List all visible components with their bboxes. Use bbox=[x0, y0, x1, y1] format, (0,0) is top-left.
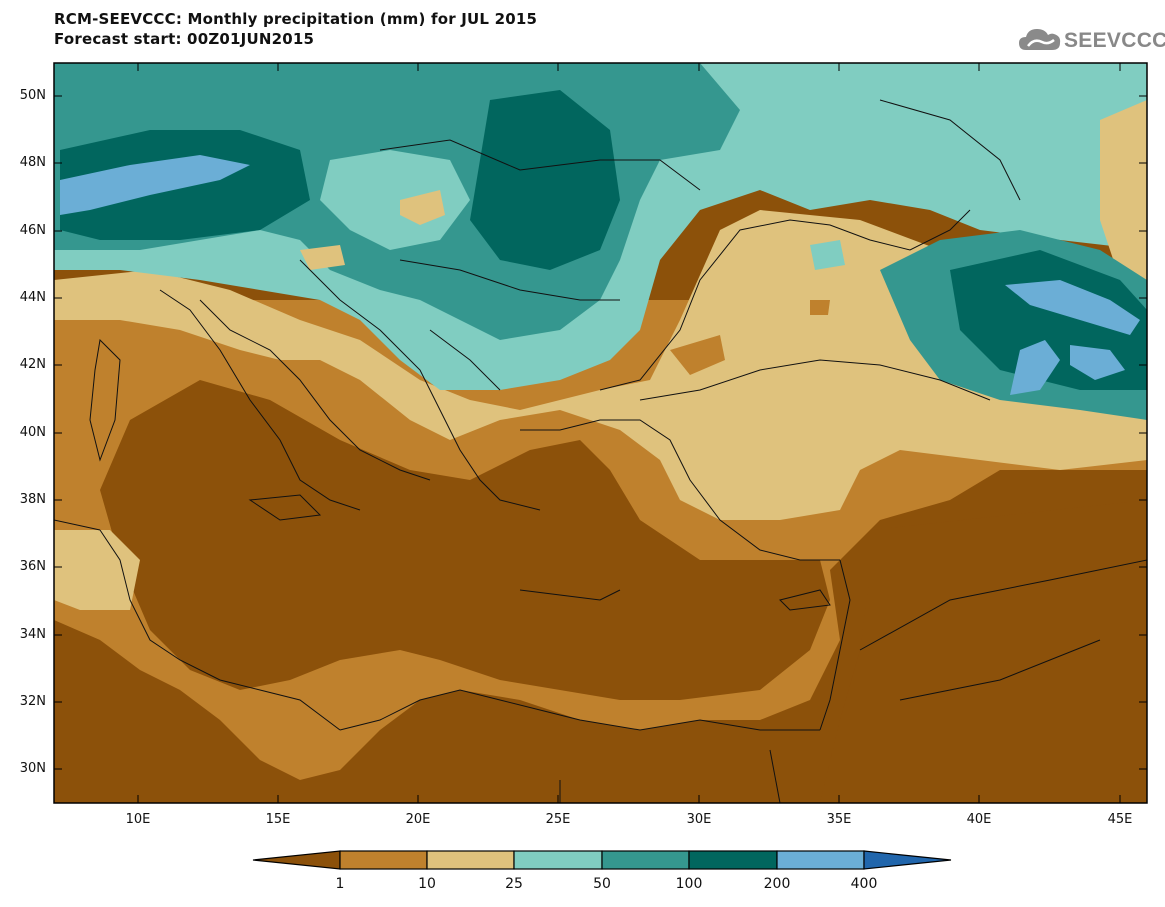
lat-label: 32N bbox=[19, 694, 46, 709]
coastlines-borders bbox=[54, 99, 1147, 803]
colorbar-label: 50 bbox=[593, 876, 611, 892]
lon-label: 30E bbox=[686, 812, 712, 827]
lat-label: 34N bbox=[19, 627, 46, 642]
field-400-caucasus-b bbox=[1010, 340, 1060, 395]
colorbar-segment-1-10 bbox=[339, 850, 428, 870]
field-pannonia bbox=[320, 150, 470, 250]
colorbar-label: 200 bbox=[763, 876, 791, 892]
lon-label: 35E bbox=[826, 812, 852, 827]
field-small-tan bbox=[300, 245, 345, 270]
field-tunisia-tan bbox=[54, 530, 140, 610]
field-small-brown bbox=[810, 300, 830, 315]
colorbar-segment-100-200 bbox=[688, 850, 778, 870]
lon-label: 40E bbox=[966, 812, 992, 827]
colorbar bbox=[252, 850, 952, 870]
field-400-alps bbox=[60, 155, 250, 215]
lon-label: 25E bbox=[545, 812, 571, 827]
italy-coast-west bbox=[159, 289, 361, 511]
lat-label: 50N bbox=[19, 88, 46, 103]
colorbar-label: 25 bbox=[505, 876, 523, 892]
colorbar-segment-200-400 bbox=[776, 850, 865, 870]
lat-label: 30N bbox=[19, 761, 46, 776]
cloud-icon bbox=[1019, 29, 1061, 50]
border-b bbox=[399, 259, 620, 301]
colorbar-segment-10-25 bbox=[426, 850, 515, 870]
map-title: RCM-SEEVCCC: Monthly precipitation (mm) … bbox=[54, 10, 538, 28]
black-sea-south bbox=[639, 359, 991, 401]
lat-label: 42N bbox=[19, 357, 46, 372]
field-med-core bbox=[100, 380, 830, 700]
lat-label: 36N bbox=[19, 559, 46, 574]
forecast-start-label: Forecast start: 00Z01JUN2015 bbox=[54, 30, 315, 48]
lon-label: 45E bbox=[1107, 812, 1133, 827]
field-ne-tan bbox=[1100, 100, 1147, 300]
sicily bbox=[248, 494, 322, 521]
border-a bbox=[379, 139, 701, 191]
border-f bbox=[879, 99, 1021, 201]
colorbar-label: 1 bbox=[335, 876, 345, 892]
field-crimea-teal bbox=[810, 240, 845, 270]
colorbar-segment-lt1 bbox=[252, 850, 341, 870]
lon-label: 10E bbox=[125, 812, 151, 827]
lon-label: 20E bbox=[405, 812, 431, 827]
colorbar-label: 100 bbox=[675, 876, 703, 892]
tunisia-libya-coast bbox=[99, 529, 341, 731]
colorbar-segment-25-50 bbox=[513, 850, 603, 870]
adriatic-balkan-coast bbox=[299, 259, 541, 511]
logo-text: SEEVCCC bbox=[1064, 29, 1165, 52]
cyprus bbox=[779, 589, 831, 611]
field-blacksea-patch bbox=[670, 335, 725, 375]
seevccc-logo: SEEVCCC bbox=[1018, 26, 1165, 54]
lat-label: 48N bbox=[19, 155, 46, 170]
lat-label: 38N bbox=[19, 492, 46, 507]
border-d bbox=[899, 639, 1101, 701]
lon-ticks bbox=[137, 63, 1121, 803]
colorbar-segment-gt400 bbox=[863, 850, 952, 870]
lat-label: 44N bbox=[19, 290, 46, 305]
field-levant bbox=[820, 500, 1147, 803]
field-tan-spot bbox=[400, 190, 445, 225]
italy-coast-east bbox=[199, 299, 431, 481]
sardinia-corsica bbox=[89, 338, 121, 462]
lat-ticks bbox=[54, 95, 1147, 770]
precipitation-field bbox=[54, 63, 1147, 803]
field-400-caucasus-a bbox=[1005, 280, 1140, 335]
field-200-400-central bbox=[470, 90, 620, 270]
libya-egypt-coast bbox=[339, 689, 820, 731]
lat-label: 40N bbox=[19, 425, 46, 440]
field-400-caucasus-c bbox=[1070, 345, 1125, 380]
levant-coast bbox=[819, 559, 851, 731]
border-c bbox=[859, 559, 1147, 651]
colorbar-label: 10 bbox=[418, 876, 436, 892]
black-sea-north bbox=[599, 209, 971, 391]
border-h bbox=[769, 749, 781, 803]
algeria-coast bbox=[54, 519, 101, 531]
border-e bbox=[429, 329, 501, 391]
colorbar-label: 400 bbox=[850, 876, 878, 892]
lat-label: 46N bbox=[19, 223, 46, 238]
anatolia-coast bbox=[520, 419, 840, 561]
field-25-50 bbox=[54, 210, 1147, 520]
colorbar-segment-50-100 bbox=[601, 850, 690, 870]
crete bbox=[519, 589, 621, 601]
lon-label: 15E bbox=[265, 812, 291, 827]
